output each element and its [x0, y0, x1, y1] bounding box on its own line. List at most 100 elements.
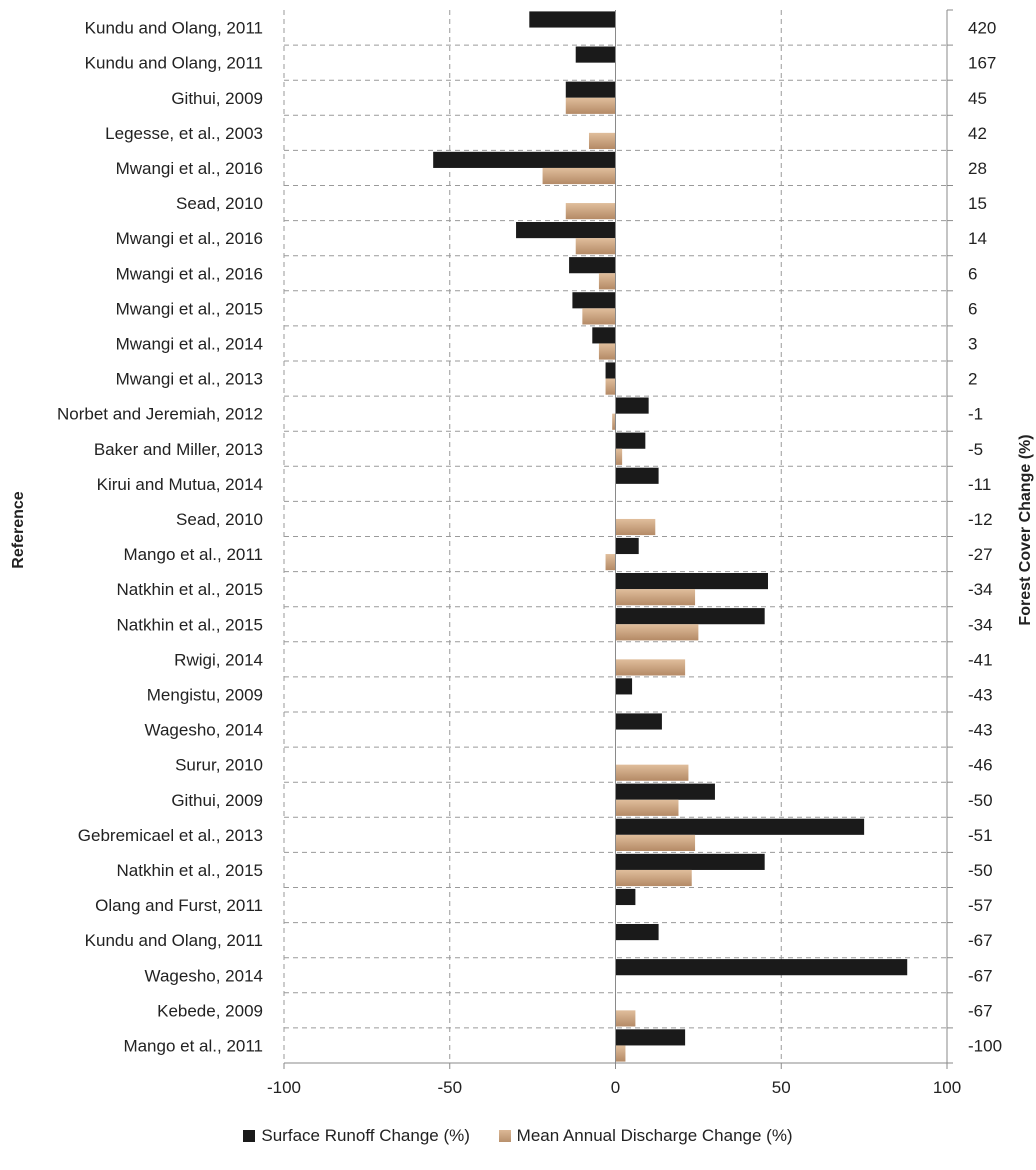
y-axis-title: Reference [10, 491, 27, 568]
bar-surface-runoff-16 [615, 573, 768, 590]
bar-mean-annual-discharge-15 [605, 554, 616, 571]
bar-mean-annual-discharge-4 [542, 167, 616, 185]
forest-cover-label-6: 14 [968, 229, 987, 248]
x-tick-label-2: 0 [611, 1078, 620, 1097]
forest-cover-label-1: 167 [968, 54, 996, 73]
bar-mean-annual-discharge-29 [615, 1045, 626, 1062]
category-label-11: Norbet and Jeremiah, 2012 [57, 405, 263, 424]
category-label-16: Natkhin et al., 2015 [117, 580, 263, 599]
x-tick-label-0: -100 [267, 1078, 301, 1097]
category-label-20: Wagesho, 2014 [145, 721, 263, 740]
bar-surface-runoff-4 [433, 151, 616, 168]
bar-surface-runoff-24 [615, 853, 765, 870]
bar-mean-annual-discharge-12 [615, 448, 623, 465]
category-label-24: Natkhin et al., 2015 [117, 861, 263, 880]
category-label-21: Surur, 2010 [175, 756, 263, 775]
category-label-13: Kirui and Mutua, 2014 [97, 475, 263, 494]
category-label-0: Kundu and Olang, 2011 [85, 19, 263, 38]
bar-mean-annual-discharge-17 [615, 624, 699, 641]
bar-surface-runoff-29 [615, 1029, 686, 1046]
bars [433, 11, 908, 1062]
forest-cover-label-5: 15 [968, 194, 987, 213]
bar-surface-runoff-6 [516, 222, 616, 239]
forest-cover-label-22: -50 [968, 791, 993, 810]
forest-cover-label-18: -41 [968, 650, 993, 669]
forest-cover-label-28: -67 [968, 1001, 993, 1020]
category-label-28: Kebede, 2009 [157, 1001, 263, 1020]
category-label-25: Olang and Furst, 2011 [95, 896, 263, 915]
category-label-27: Wagesho, 2014 [145, 966, 263, 985]
forest-cover-label-19: -43 [968, 685, 993, 704]
bar-mean-annual-discharge-7 [598, 273, 616, 290]
bar-surface-runoff-17 [615, 608, 765, 625]
bar-surface-runoff-10 [605, 362, 616, 379]
category-label-14: Sead, 2010 [176, 510, 263, 529]
forest-cover-label-21: -46 [968, 756, 993, 775]
legend: Surface Runoff Change (%) Mean Annual Di… [0, 1126, 1036, 1147]
category-label-23: Gebremicael et al., 2013 [78, 826, 263, 845]
forest-cover-label-4: 28 [968, 159, 987, 178]
bar-mean-annual-discharge-2 [565, 97, 616, 114]
forest-cover-label-13: -11 [968, 475, 991, 494]
bar-surface-runoff-7 [569, 257, 616, 274]
bar-mean-annual-discharge-24 [615, 869, 692, 887]
category-label-6: Mwangi et al., 2016 [116, 229, 263, 248]
bar-surface-runoff-25 [615, 888, 636, 906]
bar-mean-annual-discharge-14 [615, 518, 656, 536]
bar-mean-annual-discharge-3 [588, 132, 616, 149]
forest-cover-label-20: -43 [968, 721, 993, 740]
bar-mean-annual-discharge-18 [615, 659, 686, 676]
bar-surface-runoff-13 [615, 467, 659, 484]
forest-cover-label-26: -67 [968, 931, 993, 950]
bar-mean-annual-discharge-6 [575, 238, 616, 255]
category-labels: Kundu and Olang, 2011 Kundu and Olang, 20… [57, 19, 263, 1056]
category-label-26: Kundu and Olang, 2011 [85, 931, 263, 950]
forest-cover-label-23: -51 [968, 826, 993, 845]
grid-lines [283, 10, 948, 1063]
bar-surface-runoff-1 [575, 46, 616, 63]
forest-cover-label-29: -100 [968, 1036, 1002, 1055]
forest-cover-label-14: -12 [968, 510, 993, 529]
category-label-5: Sead, 2010 [176, 194, 263, 213]
x-tick-label-4: 100 [933, 1078, 961, 1097]
forest-cover-label-15: -27 [968, 545, 993, 564]
x-tick-label-1: -50 [437, 1078, 462, 1097]
legend-swatch-surface-runoff [243, 1130, 256, 1142]
category-label-1: Kundu and Olang, 2011 [85, 54, 263, 73]
axes [283, 9, 953, 1069]
forest-cover-label-27: -67 [968, 966, 993, 985]
category-label-2: Githui, 2009 [171, 89, 263, 108]
bar-mean-annual-discharge-16 [615, 589, 696, 606]
category-label-7: Mwangi et al., 2016 [116, 264, 263, 283]
bar-mean-annual-discharge-28 [615, 1010, 636, 1027]
forest-cover-labels: 420 167 45 42 28 15 14 6 6 3 2 -1 -5 -11 -12 -27 -34 -34 -… [968, 19, 1002, 1056]
bar-surface-runoff-20 [615, 713, 662, 730]
bar-mean-annual-discharge-10 [605, 378, 616, 395]
category-label-19: Mengistu, 2009 [147, 685, 263, 704]
category-label-29: Mango et al., 2011 [123, 1036, 263, 1055]
bar-surface-runoff-19 [615, 678, 633, 695]
bar-surface-runoff-23 [615, 818, 865, 835]
forest-cover-label-17: -34 [968, 615, 993, 634]
bar-surface-runoff-2 [565, 81, 616, 98]
category-label-8: Mwangi et al., 2015 [116, 299, 263, 318]
bar-mean-annual-discharge-5 [565, 203, 616, 220]
bar-mean-annual-discharge-21 [615, 764, 689, 781]
chart-canvas: Kundu and Olang, 2011 Kundu and Olang, 20… [10, 9, 1034, 1097]
category-label-18: Rwigi, 2014 [174, 650, 263, 669]
category-label-9: Mwangi et al., 2014 [116, 334, 263, 353]
bar-mean-annual-discharge-22 [615, 799, 679, 816]
bar-mean-annual-discharge-11 [612, 413, 616, 430]
forest-cover-label-3: 42 [968, 124, 987, 143]
category-label-15: Mango et al., 2011 [123, 545, 263, 564]
legend-label-surface-runoff: Surface Runoff Change (%) [261, 1126, 470, 1145]
forest-cover-label-25: -57 [968, 896, 993, 915]
bar-surface-runoff-9 [592, 327, 616, 344]
category-label-10: Mwangi et al., 2013 [116, 370, 263, 389]
category-label-17: Natkhin et al., 2015 [117, 615, 263, 634]
bar-surface-runoff-8 [572, 292, 616, 309]
legend-item-surface-runoff: Surface Runoff Change (%) [243, 1126, 470, 1146]
bar-mean-annual-discharge-8 [582, 308, 616, 325]
bar-surface-runoff-26 [615, 924, 659, 941]
bar-surface-runoff-0 [529, 11, 616, 28]
